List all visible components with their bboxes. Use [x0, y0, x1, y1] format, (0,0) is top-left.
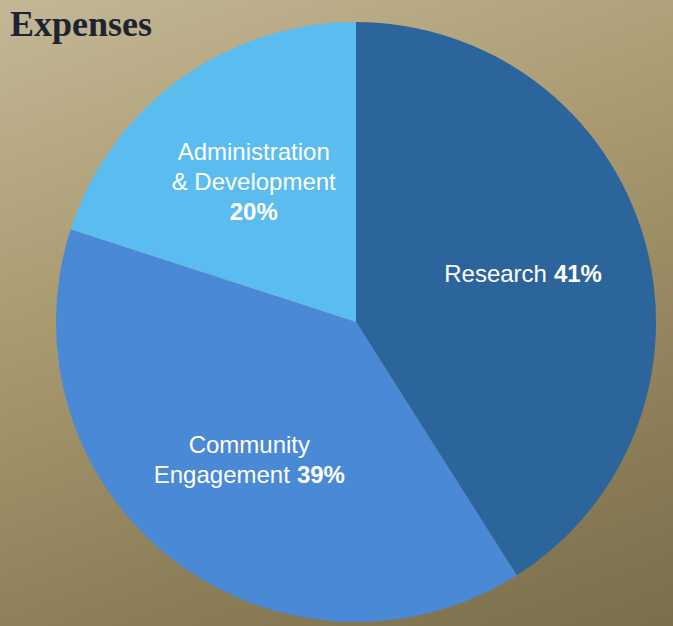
category-label: Engagement [154, 461, 290, 488]
chart: Expenses Research 41% Community Engagement 39… [0, 0, 673, 626]
value-label: 20% [230, 198, 278, 225]
value-label: 41% [554, 260, 602, 287]
value-label: 39% [297, 461, 345, 488]
data-label: Community Engagement 39% [154, 431, 345, 488]
data-label: Administration & Development 20% [172, 138, 336, 225]
labels: Research 41% Community Engagement 39% Adminis… [154, 138, 602, 488]
data-label: Research 41% [444, 260, 602, 287]
chart-root: Expenses Research 41% Community Engagement 39… [0, 0, 673, 626]
title: Expenses [10, 4, 152, 44]
category-label: Administration [178, 138, 330, 165]
category-label: Research [444, 260, 547, 287]
category-label: & Development [172, 168, 336, 195]
slices [56, 22, 656, 622]
category-label: Community [189, 431, 310, 458]
slice [71, 22, 356, 322]
